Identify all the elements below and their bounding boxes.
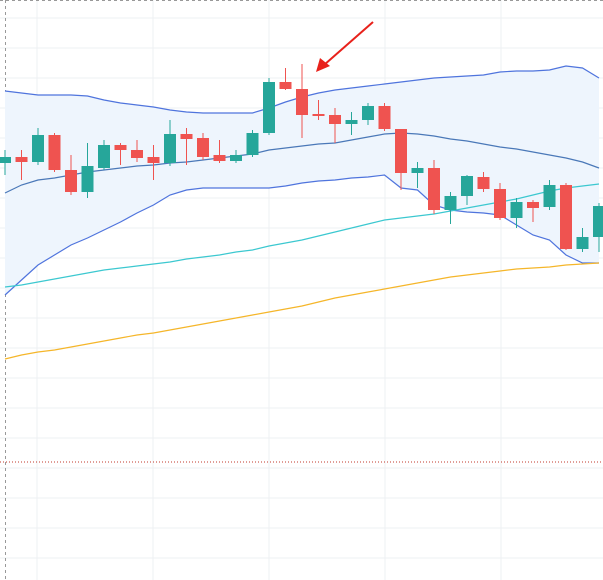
candle-body xyxy=(114,145,127,150)
candle-body xyxy=(164,134,176,163)
candle-body xyxy=(477,177,490,189)
candle-body xyxy=(147,157,160,163)
candle-body xyxy=(15,157,28,162)
candle-body xyxy=(593,206,603,237)
candle-body xyxy=(378,106,391,129)
candle-body xyxy=(345,120,358,124)
arrow xyxy=(323,21,374,66)
candle-body xyxy=(65,170,77,192)
candle-body xyxy=(444,196,457,210)
candle-body xyxy=(197,138,209,157)
candle-body xyxy=(98,145,110,168)
candle-body xyxy=(296,89,308,115)
candle-body xyxy=(48,135,61,170)
candle-body xyxy=(81,166,94,192)
candle-body xyxy=(527,202,539,208)
candle-body xyxy=(362,106,374,120)
candle-body xyxy=(510,202,523,218)
candle-body xyxy=(428,168,440,210)
band-fill xyxy=(5,66,599,295)
candle-body xyxy=(0,157,11,163)
candle-body xyxy=(246,133,259,155)
candle-body xyxy=(543,185,556,207)
candle-body xyxy=(180,134,193,139)
candle-body xyxy=(576,237,589,249)
candle-body xyxy=(411,168,424,173)
candle-body xyxy=(230,155,242,161)
candle-body xyxy=(263,82,275,133)
candle-body xyxy=(461,176,473,196)
candle-body xyxy=(213,155,226,161)
candle-body xyxy=(560,185,572,249)
candle-body xyxy=(131,150,143,158)
candle-body xyxy=(312,114,325,116)
candle-body xyxy=(395,129,407,173)
candle-body xyxy=(32,135,44,162)
candle-body xyxy=(279,82,292,89)
line xyxy=(4,262,600,360)
arrow-head xyxy=(316,58,330,72)
candle-body xyxy=(494,189,506,218)
candle-body xyxy=(329,115,341,124)
